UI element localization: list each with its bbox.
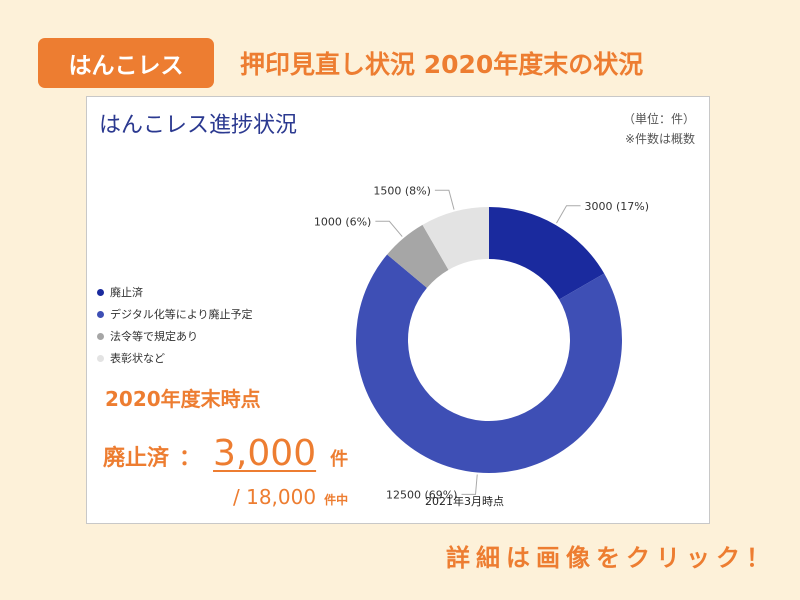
chart-panel[interactable]: はんこレス進捗状況 （単位：件） ※件数は概数 廃止済 デジタル化等により廃止予…	[86, 96, 710, 524]
donut-slice-1	[356, 254, 622, 473]
data-label-1: 12500 (69%)	[386, 488, 458, 501]
legend-item-certificates: 表彰状など	[97, 347, 253, 369]
donut-slice-0	[489, 207, 605, 300]
approx-note: ※件数は概数	[624, 132, 695, 146]
leader-line-3	[434, 189, 455, 210]
chart-date-caption: 2021年3月時点	[425, 495, 504, 508]
summary-abolished: 廃止済 ： 3,000 件	[103, 433, 348, 474]
leader-line-2	[375, 220, 403, 237]
unit-line: （単位：件）	[622, 112, 695, 126]
summary-colon: ：	[179, 446, 202, 471]
summary-total-value: / 18,000	[233, 485, 317, 509]
hankoless-badge: はんこレス	[38, 38, 214, 88]
leader-line-1	[461, 474, 478, 495]
summary-value: 3,000	[213, 433, 317, 474]
page-headline: 押印見直し状況 2020年度末の状況	[240, 50, 644, 79]
unit-note: （単位：件） ※件数は概数	[623, 109, 695, 149]
legend-dot-icon	[97, 288, 104, 296]
summary-total: / 18,000 件中	[233, 485, 348, 509]
data-label-2: 1000 (6%)	[314, 215, 372, 228]
donut-slice-2	[387, 224, 449, 288]
legend-dot-icon	[97, 310, 104, 318]
legend-dot-icon	[97, 332, 104, 340]
chart-title: はんこレス進捗状況	[99, 113, 298, 138]
legend-label: 廃止済	[110, 286, 143, 299]
data-label-3: 1500 (8%)	[373, 184, 431, 197]
summary-unit: 件	[330, 449, 349, 470]
donut-chart: 3000 (17%) 12500 (69%) 1000 (6%) 1500 (8%)	[314, 184, 650, 501]
summary-total-unit: 件中	[324, 493, 349, 507]
legend-item-abolished: 廃止済	[97, 281, 253, 303]
legend-item-law: 法令等で規定あり	[97, 325, 253, 347]
click-for-details-link[interactable]: 詳細は画像をクリック！	[446, 544, 776, 572]
data-label-0: 3000 (17%)	[585, 200, 650, 213]
chart-legend: 廃止済 デジタル化等により廃止予定 法令等で規定あり 表彰状など	[97, 281, 253, 369]
donut-slice-3	[422, 207, 489, 270]
legend-label: デジタル化等により廃止予定	[110, 308, 253, 321]
leader-line-0	[556, 205, 581, 224]
summary-heading: 2020年度末時点	[105, 387, 261, 411]
legend-label: 表彰状など	[110, 352, 165, 365]
legend-label: 法令等で規定あり	[110, 330, 198, 343]
legend-dot-icon	[97, 354, 104, 362]
summary-label: 廃止済	[103, 446, 170, 471]
legend-item-planned: デジタル化等により廃止予定	[97, 303, 253, 325]
